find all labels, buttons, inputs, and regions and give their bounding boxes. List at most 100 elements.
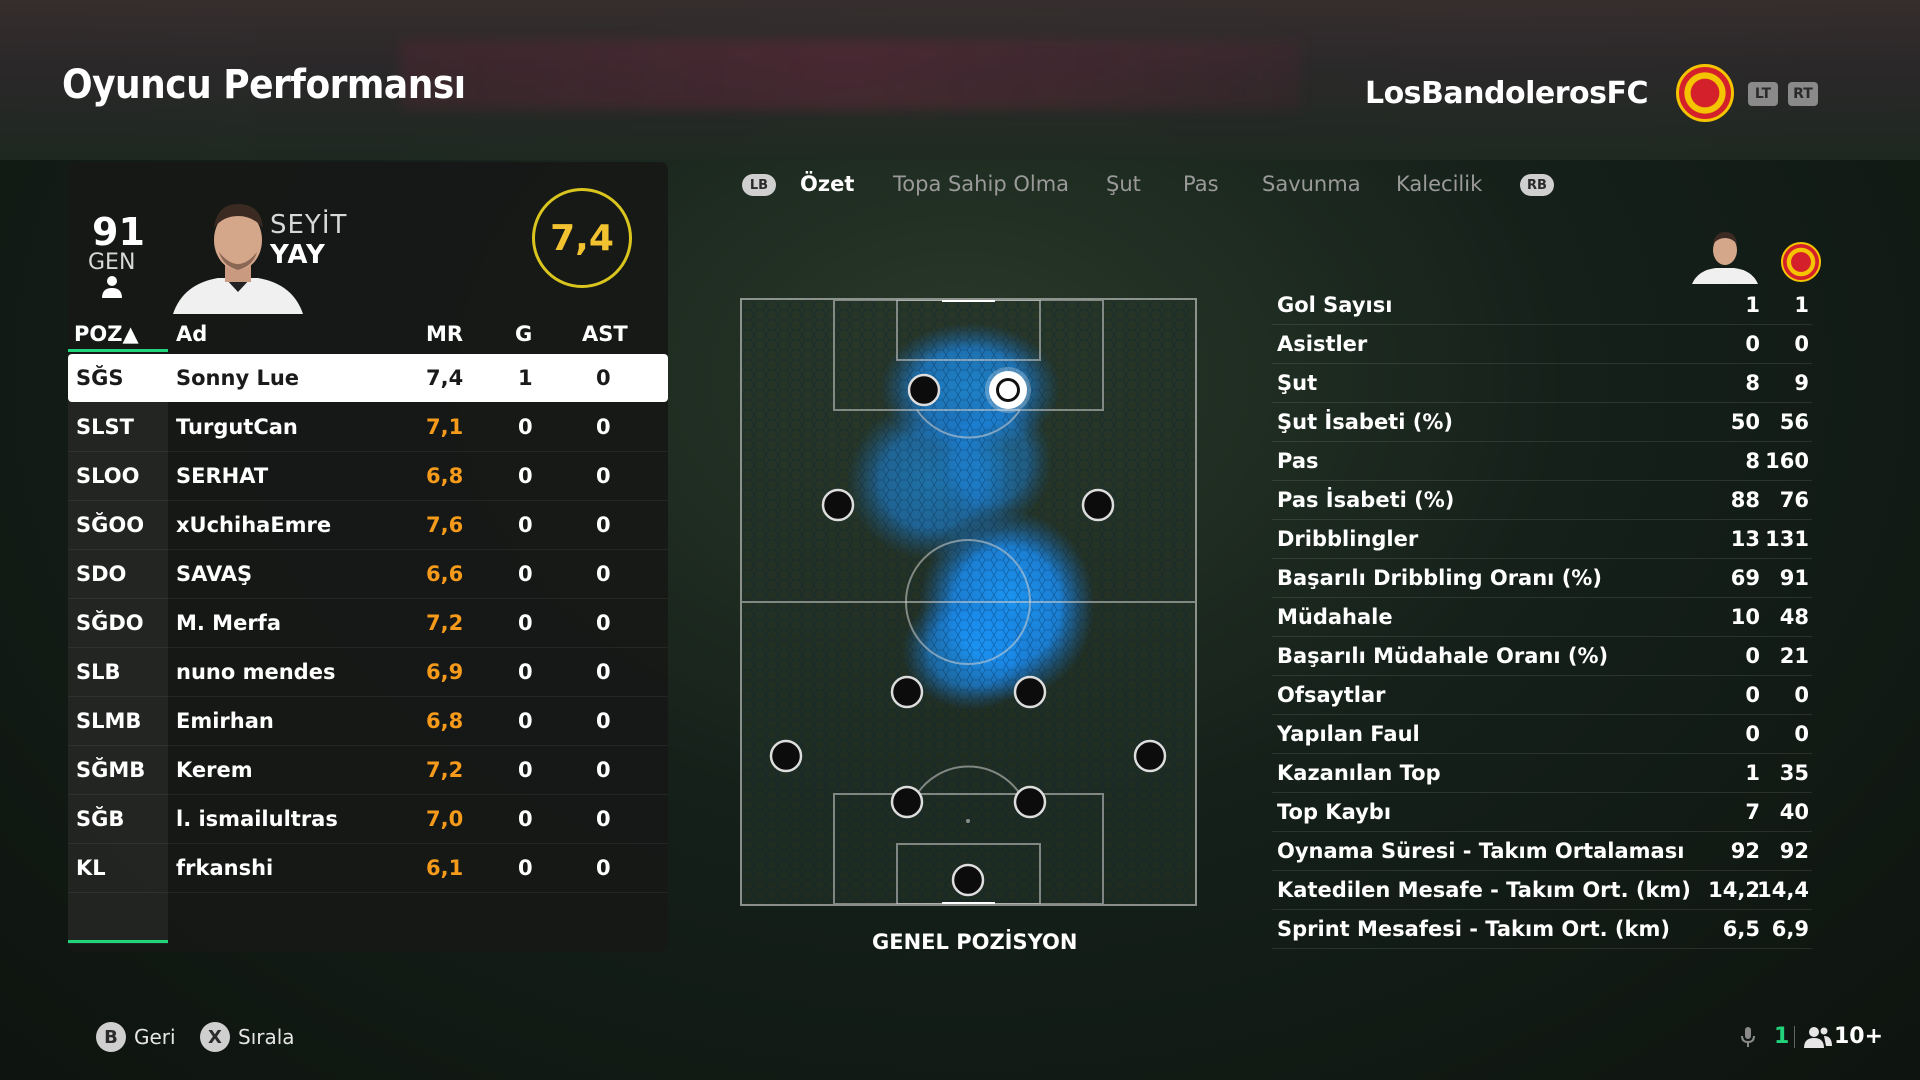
row-mr: 7,1	[426, 415, 464, 439]
sort-label[interactable]: Sırala	[238, 1025, 295, 1049]
table-row[interactable]: SĞDO M. Merfa 7,2 0 0	[68, 599, 668, 648]
stat-row: Yapılan Faul 0 0	[1272, 715, 1812, 754]
row-g: 0	[518, 415, 533, 439]
stat-label: Kazanılan Top	[1277, 761, 1441, 785]
x-button-icon[interactable]: X	[200, 1022, 230, 1052]
stat-player-value: 1	[1745, 761, 1760, 785]
rb-button[interactable]: RB	[1520, 174, 1554, 196]
table-row[interactable]: SLMB Emirhan 6,8 0 0	[68, 697, 668, 746]
table-row[interactable]: SLB nuno mendes 6,9 0 0	[68, 648, 668, 697]
stat-row: Şut İsabeti (%) 50 56	[1272, 403, 1812, 442]
team-crest-icon	[1781, 242, 1821, 282]
stat-label: Şut İsabeti (%)	[1277, 410, 1453, 434]
header-ast[interactable]: AST	[582, 322, 628, 346]
stat-team-value: 76	[1779, 488, 1809, 512]
stat-team-value: 40	[1779, 800, 1809, 824]
row-name: Kerem	[176, 758, 253, 782]
stat-team-value: 21	[1779, 644, 1809, 668]
stat-row: Oynama Süresi - Takım Ortalaması 92 92	[1272, 832, 1812, 871]
stat-player-value: 6,5	[1722, 917, 1760, 941]
header-g[interactable]: G	[515, 322, 533, 346]
stat-player-value: 1	[1745, 293, 1760, 317]
stat-label: Yapılan Faul	[1277, 722, 1420, 746]
row-ast: 0	[596, 660, 611, 684]
player-last-name: YAY	[270, 240, 326, 270]
stat-player-value: 69	[1730, 566, 1760, 590]
player-card: 91 GEN SEYİT YAY 7,4	[68, 162, 668, 314]
row-g: 0	[518, 611, 533, 635]
row-g: 0	[518, 660, 533, 684]
tab-ozet[interactable]: Özet	[800, 172, 855, 196]
stat-row: Pas İsabeti (%) 88 76	[1272, 481, 1812, 520]
tab-kalecilik[interactable]: Kalecilik	[1396, 172, 1483, 196]
table-row[interactable]: SLOO SERHAT 6,8 0 0	[68, 452, 668, 501]
back-label[interactable]: Geri	[134, 1025, 176, 1049]
row-ast: 0	[596, 709, 611, 733]
row-mr: 7,4	[426, 366, 464, 390]
row-mr: 6,9	[426, 660, 464, 684]
row-name: SAVAŞ	[176, 562, 253, 586]
b-button-icon[interactable]: B	[96, 1022, 126, 1052]
stat-row: Başarılı Dribbling Oranı (%) 69 91	[1272, 559, 1812, 598]
tab-pas[interactable]: Pas	[1183, 172, 1219, 196]
stat-row: Kazanılan Top 1 35	[1272, 754, 1812, 793]
row-ast: 0	[596, 366, 611, 390]
row-mr: 6,1	[426, 856, 464, 880]
tab-topa-sahip-olma[interactable]: Topa Sahip Olma	[893, 172, 1070, 196]
table-row[interactable]: SĞMB Kerem 7,2 0 0	[68, 746, 668, 795]
overall-rating: 91	[92, 210, 145, 254]
stat-team-value: 6,9	[1771, 917, 1809, 941]
table-row[interactable]: SĞOO xUchihaEmre 7,6 0 0	[68, 501, 668, 550]
row-ast: 0	[596, 464, 611, 488]
table-header: POZ▲ Ad MR G AST	[68, 314, 668, 354]
lb-button[interactable]: LB	[742, 174, 776, 196]
stat-label: Gol Sayısı	[1277, 293, 1393, 317]
row-name: TurgutCan	[176, 415, 298, 439]
table-row[interactable]: SĞS Sonny Lue 7,4 1 0	[68, 354, 668, 402]
header-pos[interactable]: POZ▲	[74, 322, 139, 346]
pitch-drawing	[742, 298, 1195, 906]
player-marker	[1133, 739, 1167, 773]
row-pos: SĞOO	[76, 513, 145, 537]
player-marker	[1013, 785, 1047, 819]
rt-button[interactable]: RT	[1788, 82, 1818, 106]
player-marker	[769, 739, 803, 773]
table-row[interactable]: SĞB l. ismailultras 7,0 0 0	[68, 795, 668, 844]
table-row[interactable]: SDO SAVAŞ 6,6 0 0	[68, 550, 668, 599]
row-pos: SLST	[76, 415, 134, 439]
party-count: 10+	[1834, 1024, 1884, 1049]
tab-sut[interactable]: Şut	[1106, 172, 1141, 196]
row-mr: 7,0	[426, 807, 464, 831]
stat-team-value: 160	[1765, 449, 1809, 473]
table-row[interactable]: SLST TurgutCan 7,1 0 0	[68, 403, 668, 452]
header-mr[interactable]: MR	[426, 322, 464, 346]
stat-row: Ofsaytlar 0 0	[1272, 676, 1812, 715]
stat-team-value: 92	[1779, 839, 1809, 863]
stat-team-value: 14,4	[1757, 878, 1809, 902]
stat-player-value: 0	[1745, 644, 1760, 668]
tab-savunma[interactable]: Savunma	[1262, 172, 1361, 196]
selected-player-marker	[985, 367, 1031, 413]
stat-player-value: 8	[1745, 371, 1760, 395]
stat-player-value: 0	[1745, 683, 1760, 707]
header-name[interactable]: Ad	[176, 322, 208, 346]
row-name: nuno mendes	[176, 660, 336, 684]
overall-label: GEN	[88, 250, 136, 275]
row-ast: 0	[596, 611, 611, 635]
row-pos: SĞB	[76, 807, 125, 831]
player-portrait	[173, 204, 303, 314]
match-rating-value: 7,4	[550, 217, 614, 259]
stat-row: Şut 8 9	[1272, 364, 1812, 403]
player-marker	[907, 373, 941, 407]
player-first-name: SEYİT	[270, 210, 348, 240]
background-stadium-band	[0, 0, 1920, 160]
stat-player-value: 10	[1730, 605, 1760, 629]
table-row[interactable]: KL frkanshi 6,1 0 0	[68, 844, 668, 893]
stat-label: Müdahale	[1277, 605, 1393, 629]
social-status: 1 10+	[1740, 1022, 1883, 1054]
lt-button[interactable]: LT	[1748, 82, 1778, 106]
stat-row: Sprint Mesafesi - Takım Ort. (km) 6,5 6,9	[1272, 910, 1812, 949]
row-mr: 6,6	[426, 562, 464, 586]
stat-team-value: 35	[1779, 761, 1809, 785]
player-marker	[951, 863, 985, 897]
